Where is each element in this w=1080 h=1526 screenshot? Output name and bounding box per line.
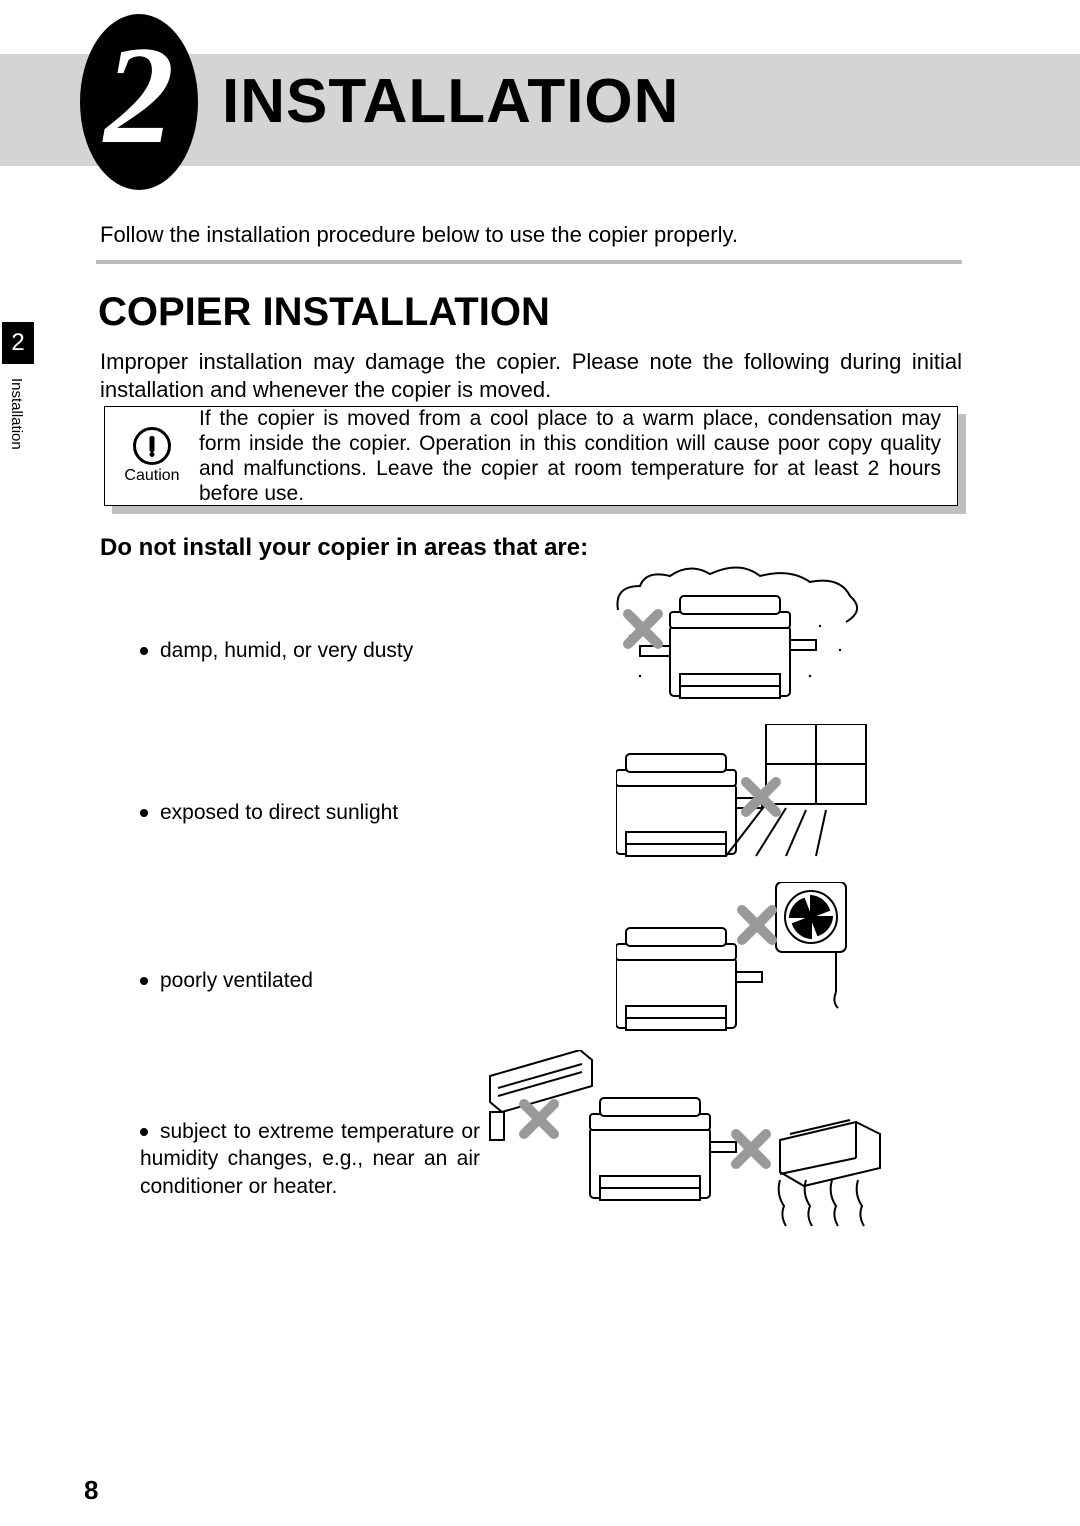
bullet-text: damp, humid, or very dusty [140,638,480,664]
bullet-label: subject to extreme temperature or humidi… [140,1120,480,1198]
caution-text: If the copier is moved from a cool place… [199,406,957,507]
page-number: 8 [84,1475,98,1506]
bullet-label: damp, humid, or very dusty [160,639,413,662]
bullet-dot-icon [140,977,148,985]
bullet-text: exposed to direct sunlight [140,800,480,826]
caution-box: Caution If the copier is moved from a co… [104,406,958,506]
bullet-label: exposed to direct sunlight [160,801,398,824]
caution-icon [133,427,171,465]
horizontal-rule [96,260,962,264]
caution-label: Caution [124,467,179,485]
bullet-text: poorly ventilated [140,968,480,994]
side-tab-label: Installation [8,378,25,450]
chapter-number-oval: 2 [80,14,198,190]
illustration-dust [610,566,870,716]
bullet-item: poorly ventilated [140,968,1020,994]
section-heading: COPIER INSTALLATION [98,290,550,335]
bullet-dot-icon [140,809,148,817]
section-intro-paragraph: Improper installation may damage the cop… [100,348,962,403]
bullet-dot-icon [140,1128,148,1136]
subheading: Do not install your copier in areas that… [100,534,588,562]
bullet-item: exposed to direct sunlight [140,800,1020,826]
manual-page: 2 INSTALLATION Follow the installation p… [0,0,1080,1526]
bullet-dot-icon [140,647,148,655]
illustration-hvac [480,1050,900,1230]
illustration-sunlight [616,724,876,874]
bullet-text: subject to extreme temperature or humidi… [140,1118,480,1200]
intro-text: Follow the installation procedure below … [100,222,960,248]
side-tab-number: 2 [2,322,34,364]
bullet-item: damp, humid, or very dusty [140,638,1020,664]
caution-icon-area: Caution [105,427,199,485]
chapter-title: INSTALLATION [222,66,679,137]
bullet-label: poorly ventilated [160,969,313,992]
chapter-number: 2 [104,26,174,166]
illustration-ventilation [616,882,876,1042]
